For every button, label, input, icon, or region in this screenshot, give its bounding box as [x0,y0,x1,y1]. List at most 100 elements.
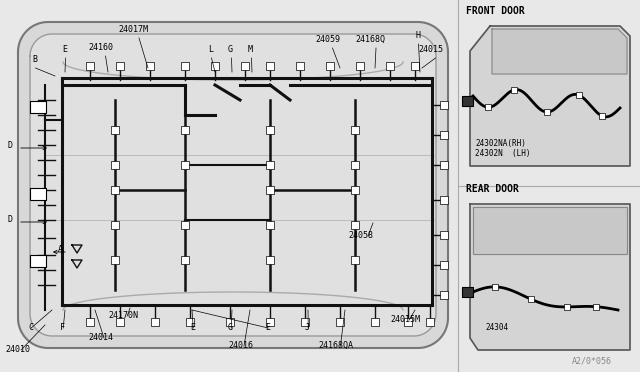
Bar [440,196,448,204]
Bar [266,221,274,229]
Text: REAR DOOR: REAR DOOR [466,184,519,194]
Polygon shape [30,34,436,336]
Polygon shape [492,29,627,74]
Bar [326,62,334,70]
Bar [181,126,189,134]
Polygon shape [473,207,627,254]
Bar [462,96,473,106]
Text: 24015M: 24015M [390,315,420,324]
Bar [111,221,119,229]
Bar [301,318,309,326]
Bar [528,296,534,302]
Bar [181,62,189,70]
Bar [543,109,550,115]
Bar [593,304,599,310]
Text: F: F [60,323,65,332]
Text: G: G [228,323,233,332]
Bar [266,126,274,134]
Bar [371,318,379,326]
Bar [440,291,448,299]
Text: 24168Q: 24168Q [355,35,385,44]
Bar [116,318,124,326]
Bar [266,318,274,326]
Text: M: M [248,45,253,54]
Bar [600,113,605,119]
Text: E: E [265,323,270,332]
Text: 24302NA(RH): 24302NA(RH) [475,139,526,148]
Text: E: E [190,323,195,332]
Polygon shape [470,26,630,166]
Bar [576,92,582,98]
Text: D: D [8,215,13,224]
Text: 24168QA: 24168QA [318,341,353,350]
Bar [356,62,364,70]
Bar [111,126,119,134]
Text: 24017M: 24017M [118,25,148,34]
Text: A: A [58,245,63,254]
Text: 24302N  (LH): 24302N (LH) [475,149,531,158]
Bar [351,186,359,194]
Text: 24304: 24304 [485,323,508,332]
Text: 24010: 24010 [5,345,30,354]
Text: 24170N: 24170N [108,311,138,320]
Bar [266,161,274,169]
Bar [440,161,448,169]
Bar [440,261,448,269]
Bar [30,101,46,113]
Bar [181,221,189,229]
Text: H: H [415,31,420,40]
Bar [226,318,234,326]
Bar [111,186,119,194]
Text: G: G [228,45,233,54]
Bar [404,318,412,326]
Text: B: B [32,55,37,64]
Bar [181,161,189,169]
Bar [241,62,249,70]
Bar [111,256,119,264]
Text: L: L [208,45,213,54]
Text: 24058: 24058 [348,231,373,240]
Bar [186,318,194,326]
Bar [351,161,359,169]
Bar [151,318,159,326]
Bar [351,221,359,229]
Bar [116,62,124,70]
Text: 24160: 24160 [88,43,113,52]
Bar [440,231,448,239]
Text: E: E [62,45,67,54]
Bar [411,62,419,70]
Text: 24016: 24016 [228,341,253,350]
Bar [462,287,473,297]
Text: D: D [8,141,13,150]
Bar [266,62,274,70]
Bar [30,188,46,200]
Bar [351,256,359,264]
Text: 24059: 24059 [315,35,340,44]
Text: 24015: 24015 [418,45,443,54]
Bar [336,318,344,326]
Bar [564,304,570,310]
Bar [440,131,448,139]
Bar [266,186,274,194]
Bar [181,256,189,264]
Bar [86,318,94,326]
Polygon shape [18,22,448,348]
Polygon shape [470,204,630,350]
Bar [266,256,274,264]
Bar [211,62,219,70]
Text: FRONT DOOR: FRONT DOOR [466,6,525,16]
Bar [30,255,46,267]
Bar [86,62,94,70]
Text: C: C [28,323,33,332]
Bar [351,126,359,134]
Text: J: J [305,323,310,332]
Bar [296,62,304,70]
Bar [484,104,491,110]
Bar [511,87,517,93]
Text: A2/0*056: A2/0*056 [572,357,612,366]
Bar [111,161,119,169]
Bar [426,318,434,326]
Bar [492,284,498,290]
Bar [146,62,154,70]
Text: 24014: 24014 [88,333,113,342]
